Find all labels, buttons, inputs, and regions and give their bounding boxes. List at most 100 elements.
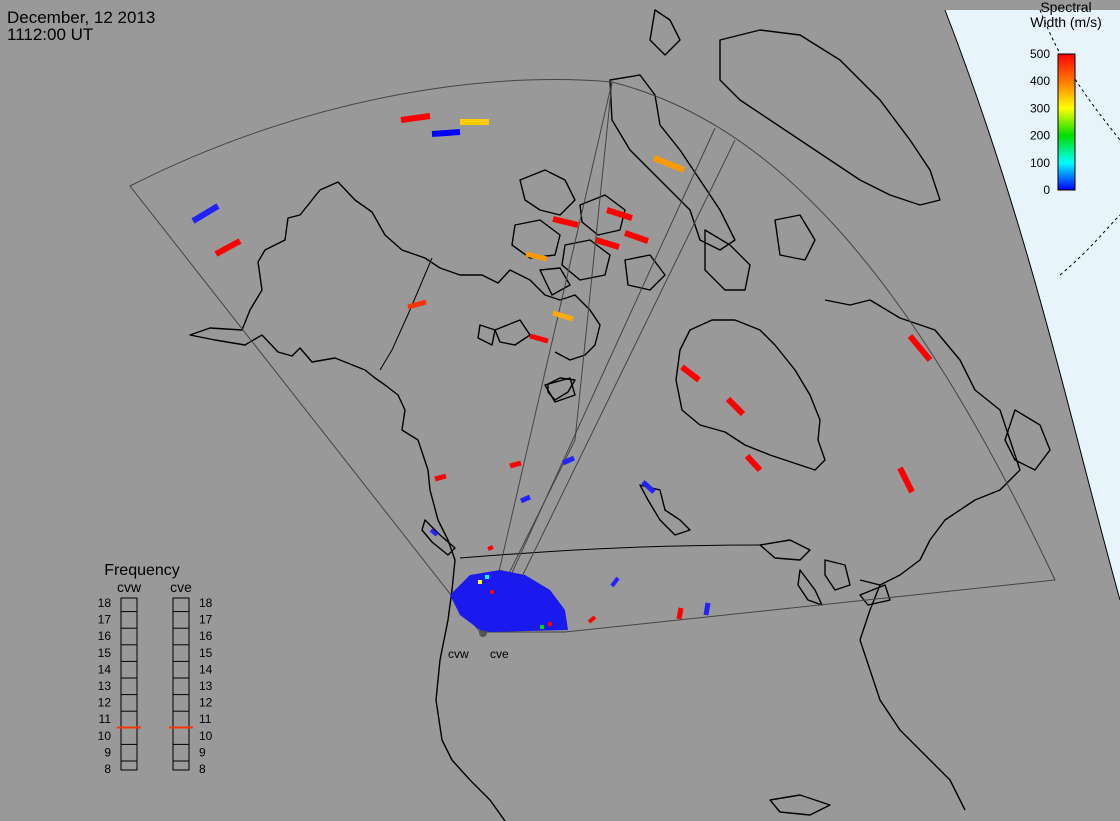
scatter-cell-cyan [485,575,489,579]
cve-fov [484,81,1056,633]
frequency-tick-left: 15 [98,646,112,660]
frequency-tick-left: 11 [99,712,112,726]
scatter-cell-yellow [478,580,482,584]
colorbar-ticks: 500 400 300 200 100 0 [1030,47,1050,197]
echo [407,299,427,310]
colorbar-tick-label: 200 [1030,129,1050,143]
echo [652,155,686,173]
colorbar-tick-label: 400 [1030,74,1050,88]
frequency-tick-right: 10 [199,729,213,743]
frequency-tick-right: 14 [199,662,213,676]
colorbar-title-1: Spectral [1040,0,1091,15]
arctic-island-2 [579,194,626,236]
colorbar-tick-label: 0 [1043,183,1050,197]
timestamp-header: December, 12 2013 1112:00 UT [7,9,155,43]
hudson-bay [675,319,826,471]
alaska-border [379,257,433,371]
fov-beam-boundary-1 [484,127,716,633]
echo [487,545,494,551]
frequency-title: Frequency [104,562,180,579]
echo [214,238,242,257]
frequency-tick-right: 9 [199,745,206,759]
echo [624,230,649,244]
echo [191,203,220,224]
colorbar-gradient [1057,53,1076,191]
frequency-tick-left: 10 [98,729,112,743]
frequency-tick-right: 13 [199,679,213,693]
colorbar-tick-label: 100 [1030,156,1050,170]
echo [606,207,633,221]
radar-label-cvw: cvw [448,647,469,661]
scatter-cell-red [490,590,494,594]
baffin-island [609,74,736,251]
radar-fov [129,78,1056,633]
frequency-tick-left: 16 [98,629,112,643]
lake-erie [859,584,891,606]
political-borders [379,257,761,559]
echo [641,480,656,494]
ungava-part [774,214,816,261]
west-coast [189,189,506,821]
arctic-coast-2 [547,377,576,401]
near-range-scatter [450,570,568,632]
frequency-tick-left: 18 [98,596,112,610]
frequency-tick-right: 8 [199,762,206,776]
frequency-tick-right: 12 [199,696,213,710]
frequency-tick-left: 9 [104,745,111,759]
echo [525,251,548,262]
labrador-coast [824,299,1021,586]
echo [897,466,915,494]
frequency-tick-left: 17 [98,613,112,627]
arctic-island-5 [624,254,666,291]
colorbar-tick-label: 300 [1030,101,1050,115]
echo [529,333,549,344]
newfoundland [1004,409,1051,471]
florida-gulf-part [769,794,831,816]
radar-label-cve: cve [490,647,509,661]
echo [400,113,431,123]
echo [610,576,620,588]
latitude-circle-dashed-2 [1059,214,1120,276]
us-canada-border [459,544,761,559]
ellesmere-island [649,9,681,56]
frequency-tick-left: 14 [98,662,112,676]
echo [561,455,576,466]
echo [676,607,684,620]
echo [907,334,933,362]
scatter-blob [450,570,568,632]
echo [434,473,447,482]
east-coast-us [859,584,966,811]
coastlines [189,9,1051,821]
echo [519,494,532,504]
radar-echoes [191,113,933,624]
night-region [945,10,1120,600]
colorbar-title-2: Width (m/s) [1030,14,1102,30]
frequency-label-cvw: cvw [117,579,142,595]
colorbar-tick-label: 500 [1030,47,1050,61]
frequency-tick-left: 12 [98,696,112,710]
arctic-island-4 [561,239,611,281]
date-label: December, 12 2013 [7,8,156,27]
vancouver-island [421,519,456,556]
frequency-tick-right: 15 [199,646,213,660]
frequency-tick-right: 18 [199,596,213,610]
victoria-island-part [477,324,496,346]
great-slave-lake [544,377,576,403]
arctic-coast-alaska [319,181,561,301]
frequency-bar-cvw [120,597,138,771]
echo [552,310,574,322]
frequency-tick-left: 8 [104,762,111,776]
frequency-scale: 18 18 17 17 16 16 15 15 14 14 13 13 12 12 11 11 10 10 9 9 8 8 [98,596,213,776]
lake-michigan [797,569,823,606]
lake-huron [824,559,851,591]
lake-superior [759,539,811,561]
quebec-peninsula [704,229,751,291]
echo [680,364,701,383]
echo [725,396,746,417]
cvw-fov [129,78,613,633]
arctic-coast-1 [554,294,601,361]
frequency-tick-right: 16 [199,629,213,643]
time-label: 1112:00 UT [7,25,94,44]
